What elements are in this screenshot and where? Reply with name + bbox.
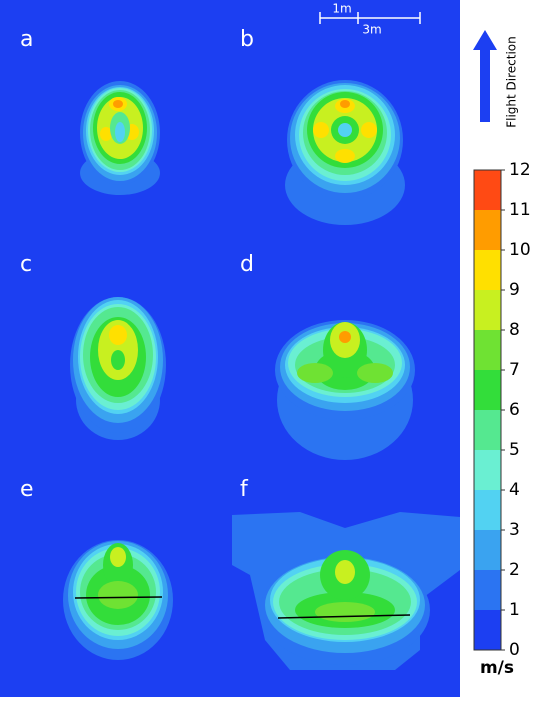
colorbar-segment	[474, 330, 501, 370]
colorbar-segment	[474, 570, 501, 610]
colorbar-segment	[474, 370, 501, 410]
contour	[111, 350, 125, 370]
contour	[357, 363, 393, 383]
contour	[115, 122, 125, 142]
colorbar-segment	[474, 610, 501, 650]
scale-long: 3m	[362, 23, 381, 37]
colorbar-tick-label: 11	[509, 200, 531, 220]
panel-label: b	[240, 27, 254, 52]
colorbar-tick-label: 10	[509, 240, 531, 260]
colorbar-segment	[474, 290, 501, 330]
colorbar-tick-label: 4	[509, 480, 520, 500]
colorbar-tick-label: 8	[509, 320, 520, 340]
colorbar-tick-label: 6	[509, 400, 520, 420]
colorbar-tick-label: 2	[509, 560, 520, 580]
colorbar-tick-label: 1	[509, 600, 520, 620]
contour	[100, 127, 112, 141]
contour	[98, 581, 138, 609]
colorbar-tick-label: 7	[509, 360, 520, 380]
colorbar-tick-label: 5	[509, 440, 520, 460]
contour	[361, 122, 377, 138]
colorbar-segment	[474, 210, 501, 250]
contour	[338, 123, 352, 137]
flight-arrow	[473, 30, 497, 122]
contour	[335, 149, 355, 163]
colorbar-segment	[474, 250, 501, 290]
contour	[109, 325, 127, 345]
colorbar-segment	[474, 410, 501, 450]
panel-label: d	[240, 252, 254, 277]
colorbar-tick-label: 12	[509, 160, 531, 180]
colorbar-segment	[474, 530, 501, 570]
scale-bar	[319, 12, 421, 24]
contour	[339, 331, 351, 343]
contour	[313, 122, 329, 138]
colorbar-tick-label: 3	[509, 520, 520, 540]
panel-label: e	[20, 477, 34, 502]
panel-label: a	[20, 27, 33, 52]
scale-short: 1m	[332, 2, 351, 16]
colorbar-segment	[474, 170, 501, 210]
contour	[110, 547, 126, 567]
colorbar-tick-label: 0	[509, 640, 520, 660]
colorbar-tick-label: 9	[509, 280, 520, 300]
section-line	[277, 614, 411, 619]
section-line	[74, 596, 163, 599]
contour	[335, 560, 355, 584]
panel-label: c	[20, 252, 32, 277]
contour	[297, 363, 333, 383]
panel-label: f	[240, 477, 249, 502]
contour	[340, 100, 350, 108]
colorbar-segment	[474, 490, 501, 530]
colorbar-segment	[474, 450, 501, 490]
flight-direction-label: Flight Direction	[505, 36, 519, 128]
contour	[315, 602, 375, 622]
colorbar-unit: m/s	[480, 658, 514, 678]
contour	[113, 100, 123, 108]
